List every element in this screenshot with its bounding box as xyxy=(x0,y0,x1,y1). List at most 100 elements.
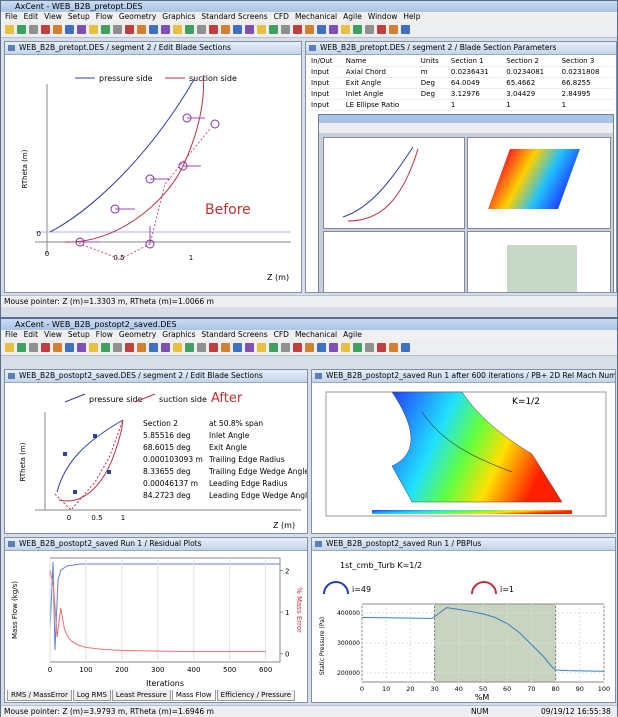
tool-icon[interactable] xyxy=(257,343,266,352)
tool-icon[interactable] xyxy=(41,343,50,352)
menu-item[interactable]: CFD xyxy=(273,12,289,21)
tool-icon[interactable] xyxy=(125,343,134,352)
menu-item[interactable]: Standard Screens xyxy=(201,12,268,21)
table-cell: 0.0231808 xyxy=(558,66,614,78)
menu-item[interactable]: Mechanical xyxy=(294,12,338,21)
tab[interactable]: Mass Flow xyxy=(171,690,216,701)
tool-icon[interactable] xyxy=(53,25,62,34)
tool-icon[interactable] xyxy=(89,25,98,34)
menu-item[interactable]: Graphics xyxy=(162,330,196,339)
menu-item[interactable]: Flow xyxy=(95,330,113,339)
tool-icon[interactable] xyxy=(65,343,74,352)
tool-icon[interactable] xyxy=(41,25,50,34)
tool-icon[interactable] xyxy=(29,343,38,352)
tab[interactable]: Log RMS xyxy=(72,690,111,701)
menu-item[interactable]: Agile xyxy=(343,330,362,339)
tool-icon[interactable] xyxy=(245,343,254,352)
menu-item[interactable]: File xyxy=(5,330,18,339)
tool-icon[interactable] xyxy=(221,25,230,34)
tool-icon[interactable] xyxy=(5,25,14,34)
tool-icon[interactable] xyxy=(305,25,314,34)
menu-item[interactable]: Agile xyxy=(343,12,362,21)
tool-icon[interactable] xyxy=(353,25,362,34)
toolbar xyxy=(1,22,617,38)
tab[interactable]: Least Pressure xyxy=(111,690,171,701)
menu-item[interactable]: View xyxy=(44,330,62,339)
tool-icon[interactable] xyxy=(65,25,74,34)
menu-item[interactable]: Flow xyxy=(95,12,113,21)
menu-item[interactable]: Geometry xyxy=(118,12,157,21)
tool-icon[interactable] xyxy=(377,25,386,34)
tool-icon[interactable] xyxy=(197,25,206,34)
tool-icon[interactable] xyxy=(233,25,242,34)
menu-item[interactable]: Standard Screens xyxy=(201,330,268,339)
tool-icon[interactable] xyxy=(173,25,182,34)
tool-icon[interactable] xyxy=(329,343,338,352)
tool-icon[interactable] xyxy=(185,25,194,34)
tool-icon[interactable] xyxy=(281,343,290,352)
tool-icon[interactable] xyxy=(173,343,182,352)
tool-icon[interactable] xyxy=(197,343,206,352)
tool-icon[interactable] xyxy=(77,343,86,352)
tool-icon[interactable] xyxy=(257,25,266,34)
menu-item[interactable]: Mechanical xyxy=(294,330,338,339)
tool-icon[interactable] xyxy=(113,25,122,34)
tab[interactable]: RMS / MassError xyxy=(7,690,72,701)
menu-item[interactable]: Edit xyxy=(23,12,39,21)
tool-icon[interactable] xyxy=(353,343,362,352)
tool-icon[interactable] xyxy=(221,343,230,352)
tab[interactable]: Efficiency / Pressure xyxy=(216,690,296,701)
tool-icon[interactable] xyxy=(29,25,38,34)
tool-icon[interactable] xyxy=(401,343,410,352)
menu-item[interactable]: Setup xyxy=(67,12,90,21)
tool-icon[interactable] xyxy=(137,343,146,352)
tool-icon[interactable] xyxy=(5,343,14,352)
tool-icon[interactable] xyxy=(269,343,278,352)
tool-icon[interactable] xyxy=(89,343,98,352)
tool-icon[interactable] xyxy=(329,25,338,34)
tool-icon[interactable] xyxy=(125,25,134,34)
menu-item[interactable]: Graphics xyxy=(162,12,196,21)
tool-icon[interactable] xyxy=(77,25,86,34)
tool-icon[interactable] xyxy=(377,343,386,352)
tool-icon[interactable] xyxy=(53,343,62,352)
tool-icon[interactable] xyxy=(269,25,278,34)
menu-item[interactable]: Geometry xyxy=(118,330,157,339)
tool-icon[interactable] xyxy=(209,25,218,34)
tool-icon[interactable] xyxy=(149,25,158,34)
tool-icon[interactable] xyxy=(161,25,170,34)
tool-icon[interactable] xyxy=(317,343,326,352)
tool-icon[interactable] xyxy=(389,343,398,352)
tool-icon[interactable] xyxy=(341,25,350,34)
menu-item[interactable]: Edit xyxy=(23,330,39,339)
tool-icon[interactable] xyxy=(245,25,254,34)
tool-icon[interactable] xyxy=(185,343,194,352)
tool-icon[interactable] xyxy=(101,343,110,352)
menu-item[interactable]: View xyxy=(44,12,62,21)
tool-icon[interactable] xyxy=(209,343,218,352)
menu-item[interactable]: File xyxy=(5,12,18,21)
tool-icon[interactable] xyxy=(113,343,122,352)
menu-item[interactable]: Help xyxy=(403,12,421,21)
menu-item[interactable]: Window xyxy=(367,12,398,21)
menu-item[interactable]: Setup xyxy=(67,330,90,339)
tool-icon[interactable] xyxy=(161,343,170,352)
tool-icon[interactable] xyxy=(305,343,314,352)
tool-icon[interactable] xyxy=(401,25,410,34)
tool-icon[interactable] xyxy=(137,25,146,34)
tool-icon[interactable] xyxy=(17,343,26,352)
tool-icon[interactable] xyxy=(101,25,110,34)
tool-icon[interactable] xyxy=(341,343,350,352)
tool-icon[interactable] xyxy=(317,25,326,34)
tool-icon[interactable] xyxy=(149,343,158,352)
legend-label: i=49 xyxy=(352,585,371,594)
menu-item[interactable]: CFD xyxy=(273,330,289,339)
tool-icon[interactable] xyxy=(293,25,302,34)
tool-icon[interactable] xyxy=(17,25,26,34)
tool-icon[interactable] xyxy=(281,25,290,34)
tool-icon[interactable] xyxy=(365,25,374,34)
tool-icon[interactable] xyxy=(365,343,374,352)
tool-icon[interactable] xyxy=(389,25,398,34)
tool-icon[interactable] xyxy=(293,343,302,352)
tool-icon[interactable] xyxy=(233,343,242,352)
